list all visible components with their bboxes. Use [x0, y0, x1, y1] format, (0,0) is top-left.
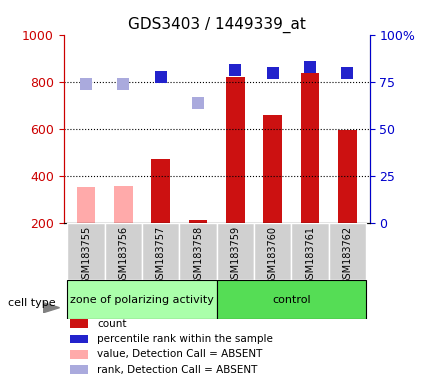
Text: GSM183759: GSM183759	[230, 226, 241, 285]
Bar	[70, 335, 88, 343]
FancyBboxPatch shape	[329, 223, 366, 280]
FancyBboxPatch shape	[179, 223, 217, 280]
Bar	[70, 319, 88, 328]
Polygon shape	[42, 303, 60, 313]
Text: GSM183758: GSM183758	[193, 226, 203, 285]
Text: control: control	[272, 295, 311, 305]
Bar	[264, 114, 282, 223]
FancyBboxPatch shape	[142, 223, 179, 280]
Text: count: count	[97, 319, 127, 329]
FancyBboxPatch shape	[217, 280, 366, 319]
Text: percentile rank within the sample: percentile rank within the sample	[97, 334, 273, 344]
Text: cell type: cell type	[8, 298, 56, 308]
Text: GSM183761: GSM183761	[305, 226, 315, 285]
Bar	[70, 350, 88, 359]
Bar	[301, 73, 319, 223]
Bar	[338, 130, 357, 223]
FancyBboxPatch shape	[254, 223, 292, 280]
FancyBboxPatch shape	[68, 223, 105, 280]
Text: zone of polarizing activity: zone of polarizing activity	[70, 295, 214, 305]
Text: GSM183756: GSM183756	[119, 226, 128, 285]
Text: GSM183755: GSM183755	[81, 226, 91, 285]
Bar	[189, 220, 207, 223]
Text: GSM183757: GSM183757	[156, 226, 166, 285]
Bar	[70, 366, 88, 374]
Bar	[114, 186, 133, 223]
FancyBboxPatch shape	[68, 280, 217, 319]
Title: GDS3403 / 1449339_at: GDS3403 / 1449339_at	[128, 17, 306, 33]
Bar	[77, 187, 96, 223]
Text: rank, Detection Call = ABSENT: rank, Detection Call = ABSENT	[97, 365, 258, 375]
FancyBboxPatch shape	[105, 223, 142, 280]
Text: GSM183762: GSM183762	[343, 226, 352, 285]
Text: GSM183760: GSM183760	[268, 226, 278, 285]
FancyBboxPatch shape	[292, 223, 329, 280]
Bar	[226, 77, 245, 223]
Text: value, Detection Call = ABSENT: value, Detection Call = ABSENT	[97, 349, 263, 359]
FancyBboxPatch shape	[217, 223, 254, 280]
Bar	[151, 159, 170, 223]
